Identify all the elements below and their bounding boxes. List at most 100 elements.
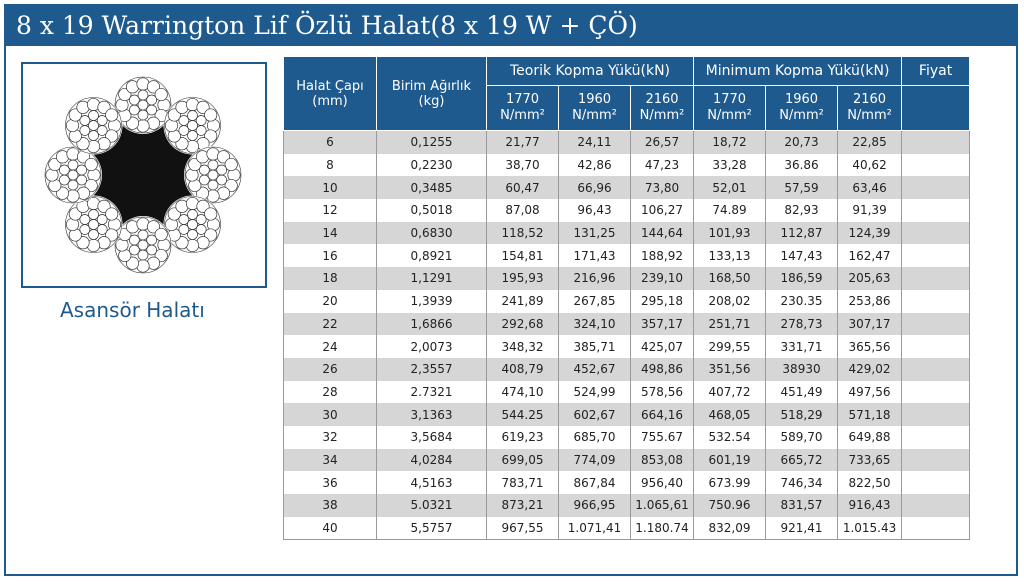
table-cell: 2,0073	[376, 335, 487, 358]
table-cell: 649,88	[837, 425, 903, 449]
table-cell: 468,05	[693, 403, 767, 426]
table-row: 10 0,3485 60,47 66,96 73,80 52,01 57,59 63,46	[283, 176, 971, 200]
table-row: 36 4,5163 783,71 867,84 956,40 673.99 746,34 82…	[283, 471, 971, 494]
table-cell: 186,59	[765, 267, 839, 290]
table-cell: 14	[283, 221, 377, 245]
table-cell: 18	[283, 267, 377, 290]
table-cell: 20	[283, 289, 377, 313]
table-cell	[901, 380, 971, 404]
table-cell: 295,18	[629, 289, 695, 313]
table-cell: 47,23	[629, 153, 695, 177]
table-cell: 750.96	[693, 494, 767, 517]
table-cell: 497,56	[837, 380, 903, 404]
table-cell: 26,57	[629, 130, 695, 154]
table-cell: 40	[283, 516, 377, 541]
table-cell	[901, 289, 971, 313]
table-cell: 20,73	[765, 130, 839, 154]
table-cell: 82,93	[765, 199, 839, 222]
rope-image-box	[21, 62, 267, 288]
table-cell: 36.86	[765, 153, 839, 177]
table-row: 6 0,1255 21,77 24,11 26,57 18,72 20,73 22,85	[283, 130, 971, 154]
table-cell: 601,19	[693, 448, 767, 472]
table-cell: 253,86	[837, 289, 903, 313]
table-cell: 60,47	[486, 176, 559, 200]
table-row: 26 2,3557 408,79 452,67 498,86 351,56 38930 429…	[283, 357, 971, 381]
table-cell: 822,50	[837, 471, 903, 494]
table-cell: 63,46	[837, 176, 903, 200]
table-cell: 28	[283, 380, 377, 404]
table-cell	[901, 176, 971, 200]
table-cell: 867,84	[558, 471, 631, 494]
table-row: 12 0,5018 87,08 96,43 106,27 74.89 82,93 91,39	[283, 199, 971, 222]
table-cell: 112,87	[765, 221, 839, 245]
table-cell: 451,49	[765, 380, 839, 404]
table-cell: 26	[283, 357, 377, 381]
table-cell: 6	[283, 130, 377, 154]
table-cell: 452,67	[558, 357, 631, 381]
table-row: 30 3,1363 544.25 602,67 664,16 468,05 518,29 57…	[283, 403, 971, 426]
table-cell: 408,79	[486, 357, 559, 381]
table-cell: 38930	[765, 357, 839, 381]
table-cell: 331,71	[765, 335, 839, 358]
table-cell: 2,3557	[376, 357, 487, 381]
table-cell: 66,96	[558, 176, 631, 200]
table-cell: 267,85	[558, 289, 631, 313]
table-body: 6 0,1255 21,77 24,11 26,57 18,72 20,73 22,85 8 0,…	[283, 130, 971, 541]
table-cell: 0,2230	[376, 153, 487, 177]
table-cell: 1,3939	[376, 289, 487, 313]
table-cell: 292,68	[486, 312, 559, 336]
table-cell: 1.071,41	[558, 516, 631, 541]
table-cell: 42,86	[558, 153, 631, 177]
table-cell: 101,93	[693, 221, 767, 245]
table-row: 20 1,3939 241,89 267,85 295,18 208,02 230.35 25…	[283, 289, 971, 313]
table-row: 40 5,5757 967,55 1.071,41 1.180.74 832,09 921,…	[283, 516, 971, 541]
table-cell: 921,41	[765, 516, 839, 541]
table-cell: 0,3485	[376, 176, 487, 200]
spec-table: Halat Çapı (mm) Birim Ağırlık (kg) Teori…	[283, 56, 971, 541]
table-cell: 699,05	[486, 448, 559, 472]
table-cell: 188,92	[629, 244, 695, 268]
table-cell: 22	[283, 312, 377, 336]
table-cell: 144,64	[629, 221, 695, 245]
table-cell: 357,17	[629, 312, 695, 336]
table-cell: 106,27	[629, 199, 695, 222]
table-cell: 774,09	[558, 448, 631, 472]
table-cell: 133,13	[693, 244, 767, 268]
table-cell: 425,07	[629, 335, 695, 358]
header-grade: 2160 N/mm²	[629, 85, 695, 131]
table-cell: 251,71	[693, 312, 767, 336]
table-cell: 853,08	[629, 448, 695, 472]
table-cell: 10	[283, 176, 377, 200]
table-cell: 532.54	[693, 425, 767, 449]
table-cell: 0,6830	[376, 221, 487, 245]
table-row: 34 4,0284 699,05 774,09 853,08 601,19 665,72 73…	[283, 448, 971, 472]
table-cell: 32	[283, 425, 377, 449]
table-cell: 278,73	[765, 312, 839, 336]
table-cell: 162,47	[837, 244, 903, 268]
table-cell	[901, 448, 971, 472]
table-cell: 967,55	[486, 516, 559, 541]
table-cell: 5.0321	[376, 494, 487, 517]
table-cell: 385,71	[558, 335, 631, 358]
table-cell: 24	[283, 335, 377, 358]
table-cell	[901, 153, 971, 177]
header-grade: 2160 N/mm²	[837, 85, 903, 131]
table-cell	[901, 199, 971, 222]
table-cell	[901, 335, 971, 358]
table-cell: 74.89	[693, 199, 767, 222]
table-cell: 571,18	[837, 403, 903, 426]
table-cell: 239,10	[629, 267, 695, 290]
table-cell: 873,21	[486, 494, 559, 517]
table-cell: 324,10	[558, 312, 631, 336]
table-cell: 307,17	[837, 312, 903, 336]
header-weight: Birim Ağırlık (kg)	[376, 56, 487, 131]
table-cell: 230.35	[765, 289, 839, 313]
header-price-blank	[901, 85, 971, 131]
table-cell: 299,55	[693, 335, 767, 358]
table-cell: 36	[283, 471, 377, 494]
table-cell: 966,95	[558, 494, 631, 517]
table-cell: 131,25	[558, 221, 631, 245]
table-row: 38 5.0321 873,21 966,95 1.065,61 750.96 831,57…	[283, 494, 971, 517]
table-row: 28 2.7321 474,10 524,99 578,56 407,72 451,49 49…	[283, 380, 971, 404]
table-cell: 8	[283, 153, 377, 177]
